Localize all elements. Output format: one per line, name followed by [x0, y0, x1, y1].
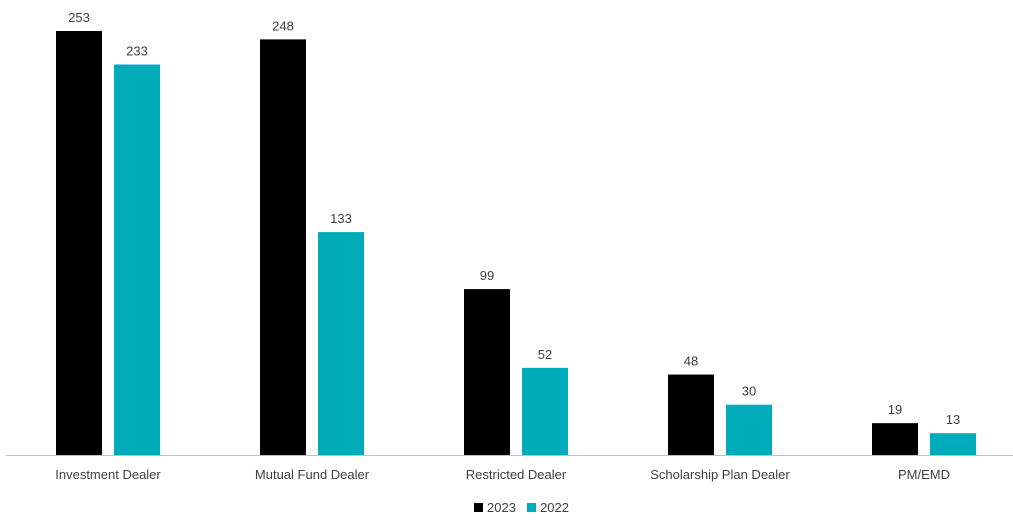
- category-label-2: Restricted Dealer: [466, 467, 567, 482]
- value-label-2022-2: 52: [538, 347, 552, 362]
- bar-2023-2: [464, 289, 510, 455]
- legend-label-2023: 2023: [487, 500, 516, 515]
- value-labels-layer: 253 233 248 133 99 52 48 30 19 13: [68, 10, 960, 427]
- value-label-2023-3: 48: [684, 354, 698, 369]
- category-label-1: Mutual Fund Dealer: [255, 467, 370, 482]
- category-label-3: Scholarship Plan Dealer: [650, 467, 790, 482]
- bar-2022-3: [726, 404, 772, 455]
- bar-2023-0: [56, 31, 102, 455]
- value-label-2022-4: 13: [946, 412, 960, 427]
- legend-swatch-2023: [474, 503, 483, 512]
- value-label-2023-4: 19: [888, 402, 902, 417]
- bar-2022-4: [930, 433, 976, 455]
- value-label-2023-1: 248: [272, 18, 294, 33]
- bar-2022-2: [522, 367, 568, 455]
- bar-2023-3: [668, 374, 714, 455]
- value-label-2023-0: 253: [68, 10, 90, 25]
- legend-swatch-2022: [527, 503, 536, 512]
- category-label-4: PM/EMD: [898, 467, 950, 482]
- bar-2023-1: [260, 39, 306, 455]
- category-label-0: Investment Dealer: [55, 467, 161, 482]
- value-label-2022-3: 30: [742, 384, 756, 399]
- bar-2022-0: [114, 64, 160, 455]
- value-label-2023-2: 99: [480, 268, 494, 283]
- category-labels-layer: Investment Dealer Mutual Fund Dealer Restr…: [55, 467, 950, 482]
- bars-layer: [56, 31, 976, 455]
- value-label-2022-0: 233: [126, 44, 148, 59]
- bar-2022-1: [318, 232, 364, 455]
- legend: 2023 2022: [474, 500, 569, 515]
- legend-label-2022: 2022: [540, 500, 569, 515]
- value-label-2022-1: 133: [330, 211, 352, 226]
- bar-2023-4: [872, 423, 918, 455]
